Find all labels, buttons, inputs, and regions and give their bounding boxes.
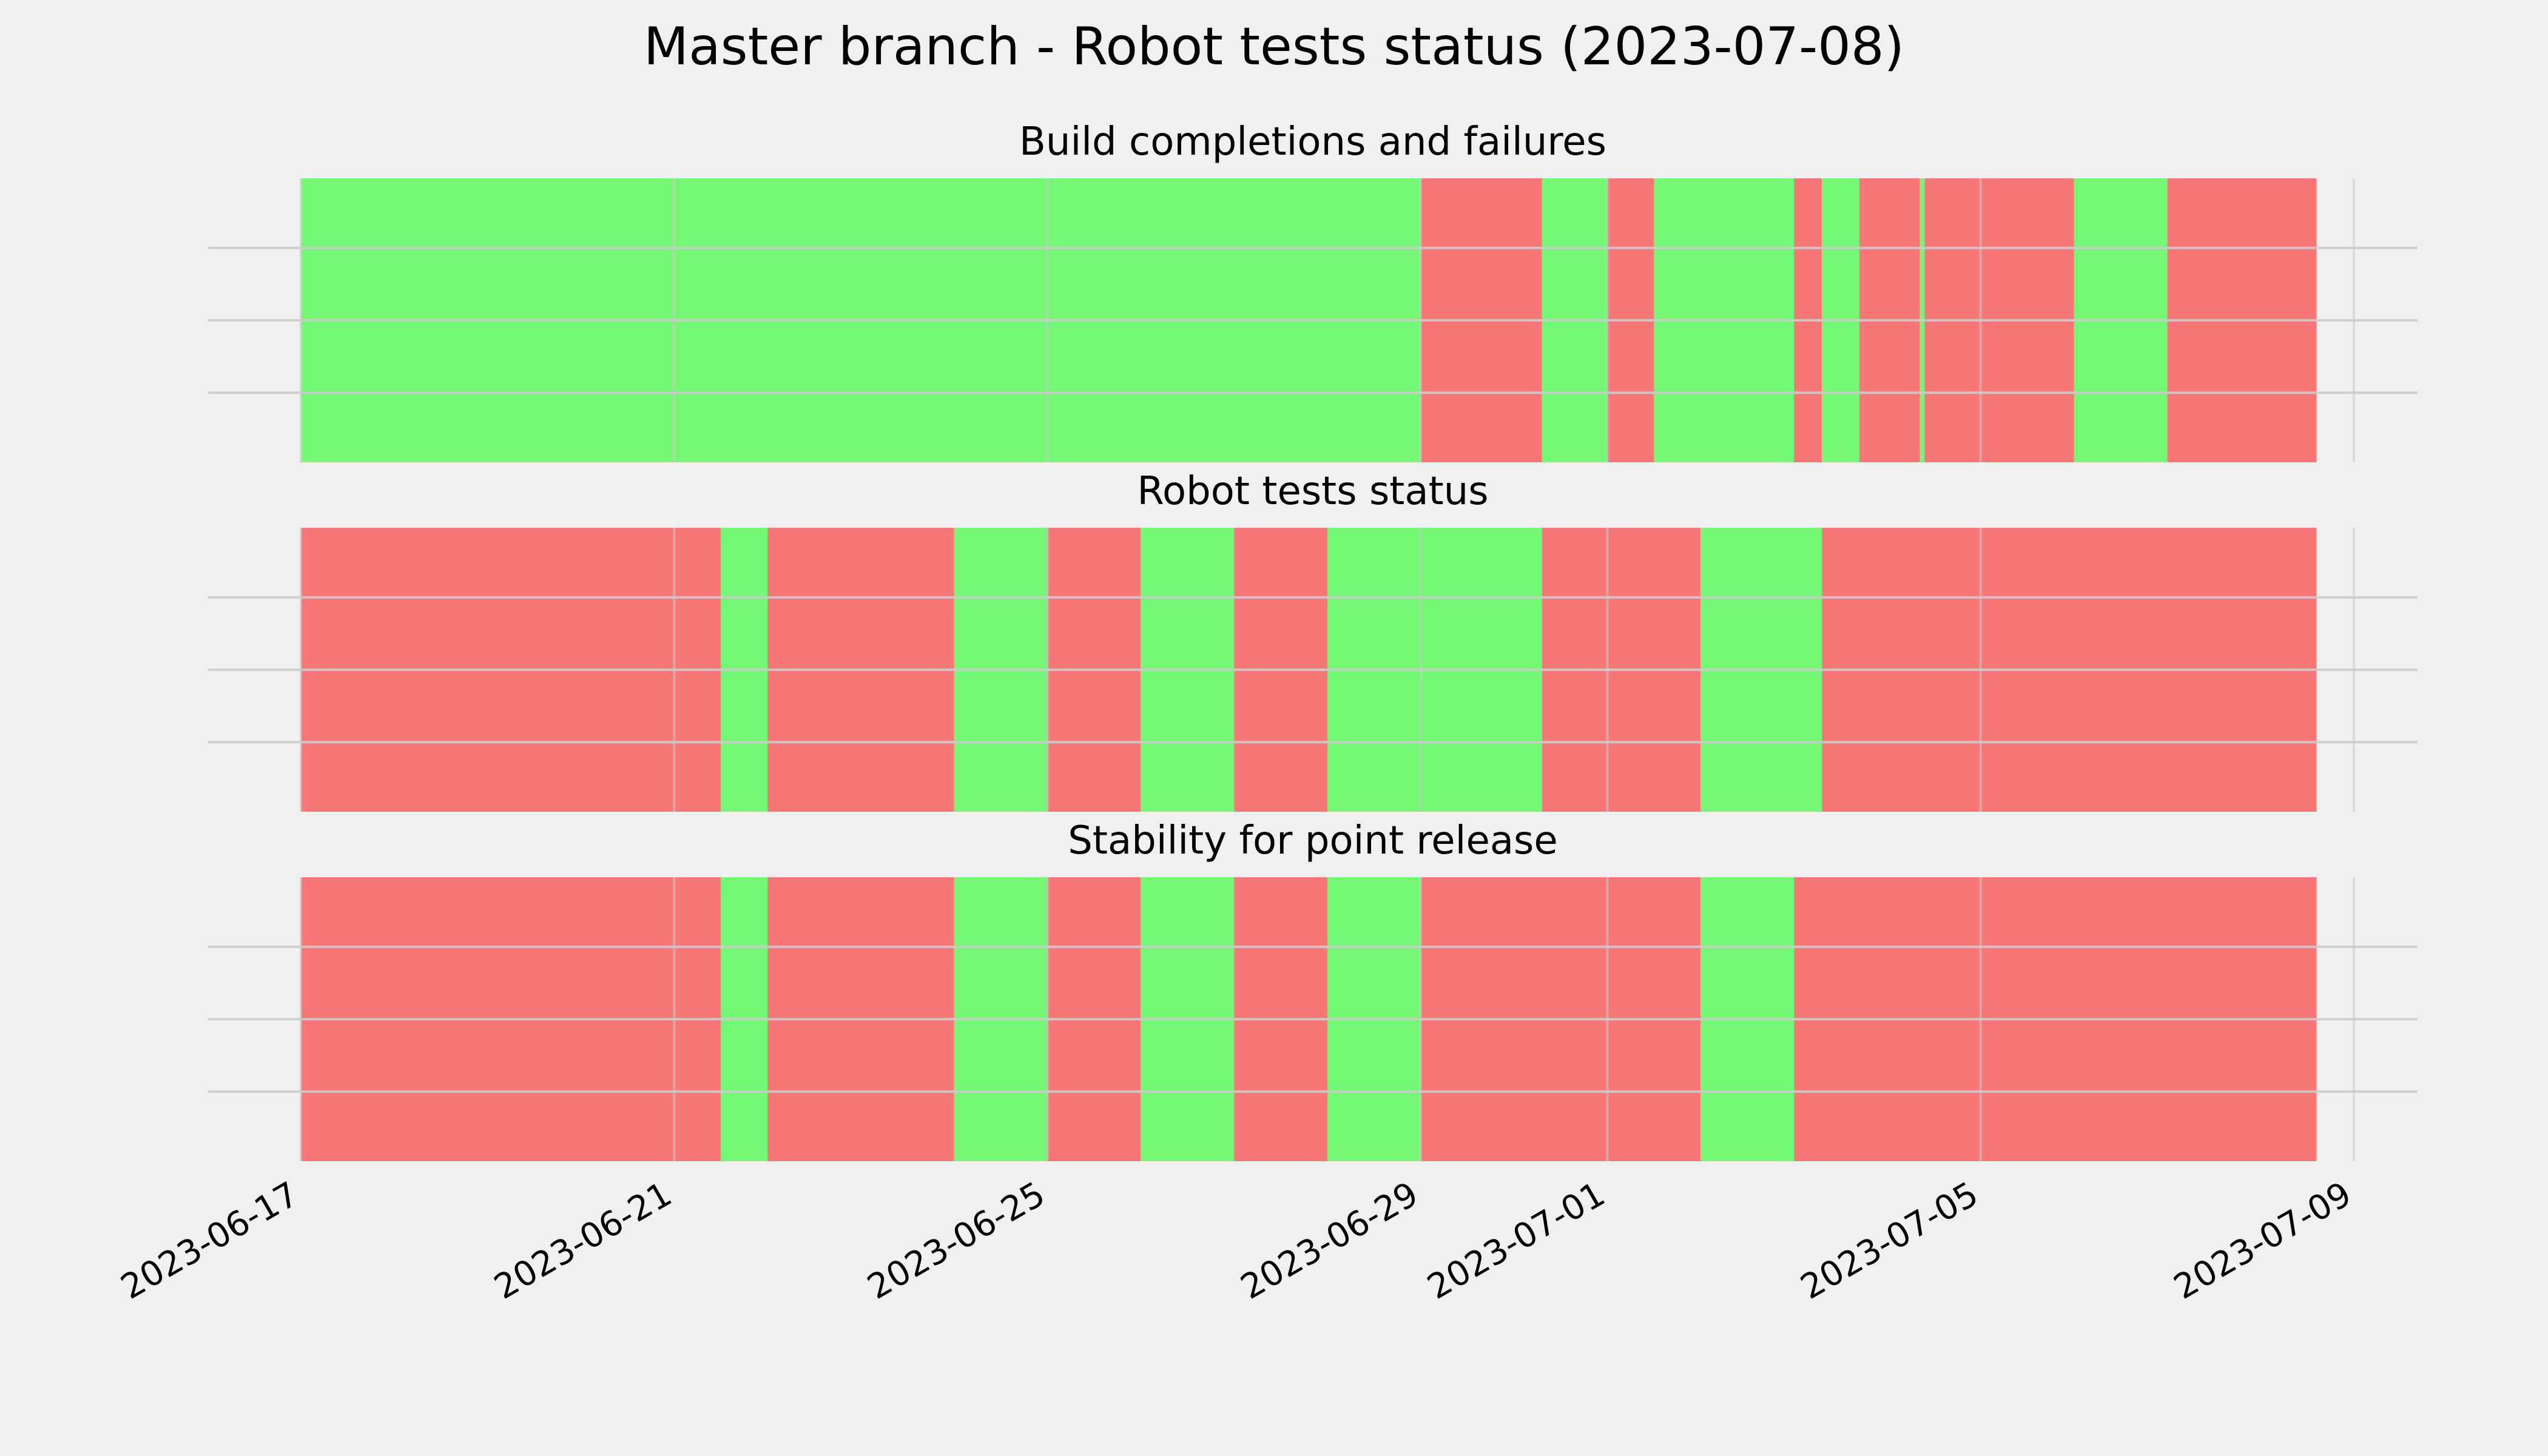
panel-title-robot: Robot tests status bbox=[1137, 469, 1488, 514]
panel-bars-stability bbox=[301, 877, 2317, 1161]
panel-grid-build bbox=[208, 178, 2418, 462]
panel-title-stability: Stability for point release bbox=[1068, 818, 1558, 863]
panel-robot: Robot tests status bbox=[208, 469, 2418, 812]
panel-title-build: Build completions and failures bbox=[1019, 120, 1606, 164]
panel-build: Build completions and failures bbox=[208, 120, 2418, 462]
chart-title: Master branch - Robot tests status (2023… bbox=[644, 16, 1904, 77]
panel-grid-stability bbox=[208, 877, 2418, 1161]
panel-grid-robot bbox=[208, 528, 2418, 812]
panel-stability: Stability for point release bbox=[208, 818, 2418, 1161]
